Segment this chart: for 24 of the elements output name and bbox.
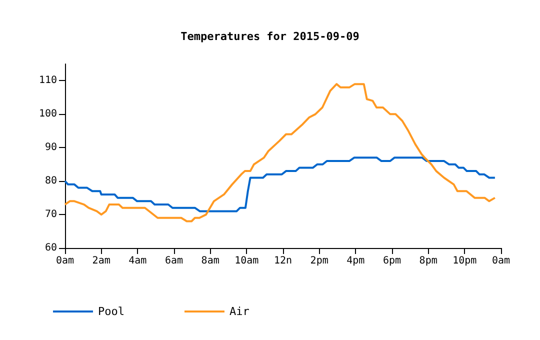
x-tick-label: 4am bbox=[128, 256, 147, 266]
x-tick-label: 10pm bbox=[452, 256, 477, 266]
x-tick-label: 0am bbox=[56, 256, 74, 266]
line-series bbox=[64, 156, 496, 212]
x-tick-label: 8pm bbox=[419, 256, 438, 266]
x-tick-label: 8am bbox=[201, 256, 220, 266]
x-tick-label: 10am bbox=[234, 256, 259, 266]
x-tick-label: 6am bbox=[164, 256, 184, 266]
x-tick-label: 2pm bbox=[310, 256, 328, 266]
y-tick-label: 80 bbox=[44, 176, 57, 187]
y-tick-label: 100 bbox=[38, 108, 57, 120]
x-tick-label: 4pm bbox=[346, 256, 365, 266]
x-tick-label: 6pm bbox=[382, 256, 402, 266]
x-tick-label: 0am bbox=[492, 256, 510, 266]
x-tick-label: 12n bbox=[274, 256, 292, 266]
y-tick-label: 90 bbox=[44, 142, 57, 154]
chart-title: Temperatures for 2015-09-09 bbox=[180, 30, 360, 43]
line-series bbox=[64, 83, 496, 222]
y-tick-label: 70 bbox=[44, 209, 57, 220]
y-tick-label: 60 bbox=[44, 242, 57, 254]
legend-label: Pool bbox=[98, 305, 124, 318]
y-tick-label: 110 bbox=[38, 75, 57, 86]
legend-label: Air bbox=[229, 305, 250, 318]
x-tick-label: 2am bbox=[92, 256, 110, 266]
